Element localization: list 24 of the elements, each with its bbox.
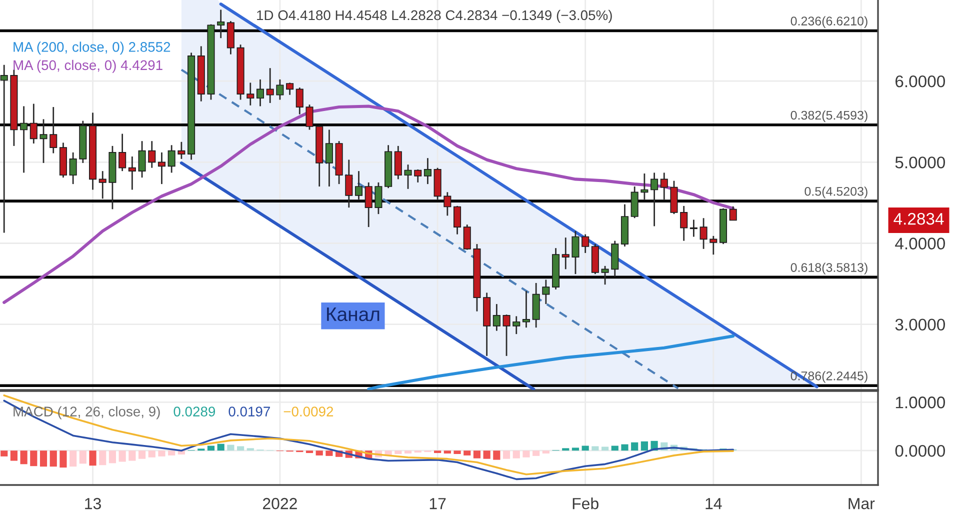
annotation: 0.5(4.5203) [804,186,868,198]
series-label: −0.0092 [284,406,334,416]
x-tick-label: 13 [85,498,101,510]
y-tick-label: 6.0000 [896,75,945,88]
x-tick-label: 17 [430,498,446,510]
x-tick-label: 14 [706,498,722,510]
y-tick-label: 4.0000 [895,238,945,250]
annotation: 0.618(3.5813) [790,262,868,274]
y-tick-label: 1.0000 [896,396,945,408]
text: 1D O4.4180 H4.4548 L4.2828 C4.2834 −0.1349 (−3.05%) [257,10,612,23]
series-label: 0.0289 [174,406,216,416]
annotation: Канал [327,308,380,322]
text: MA (200, close, 0) 2.8552 [14,42,170,55]
annotation: 0.236(6.6210) [790,16,868,28]
x-tick-label: 2022 [262,498,297,510]
x-tick-label: Mar [848,498,875,510]
text: 4.2834 [894,212,944,225]
text: MA (50, close, 0) 4.4291 [14,60,162,73]
y-tick-label: 0.0000 [895,445,945,457]
y-tick-label: 5.0000 [895,156,945,168]
annotation: 0.382(5.4593) [790,110,868,122]
series-label: 0.0197 [228,406,270,416]
y-tick-label: 3.0000 [895,318,945,331]
x-tick-label: Feb [572,498,598,510]
